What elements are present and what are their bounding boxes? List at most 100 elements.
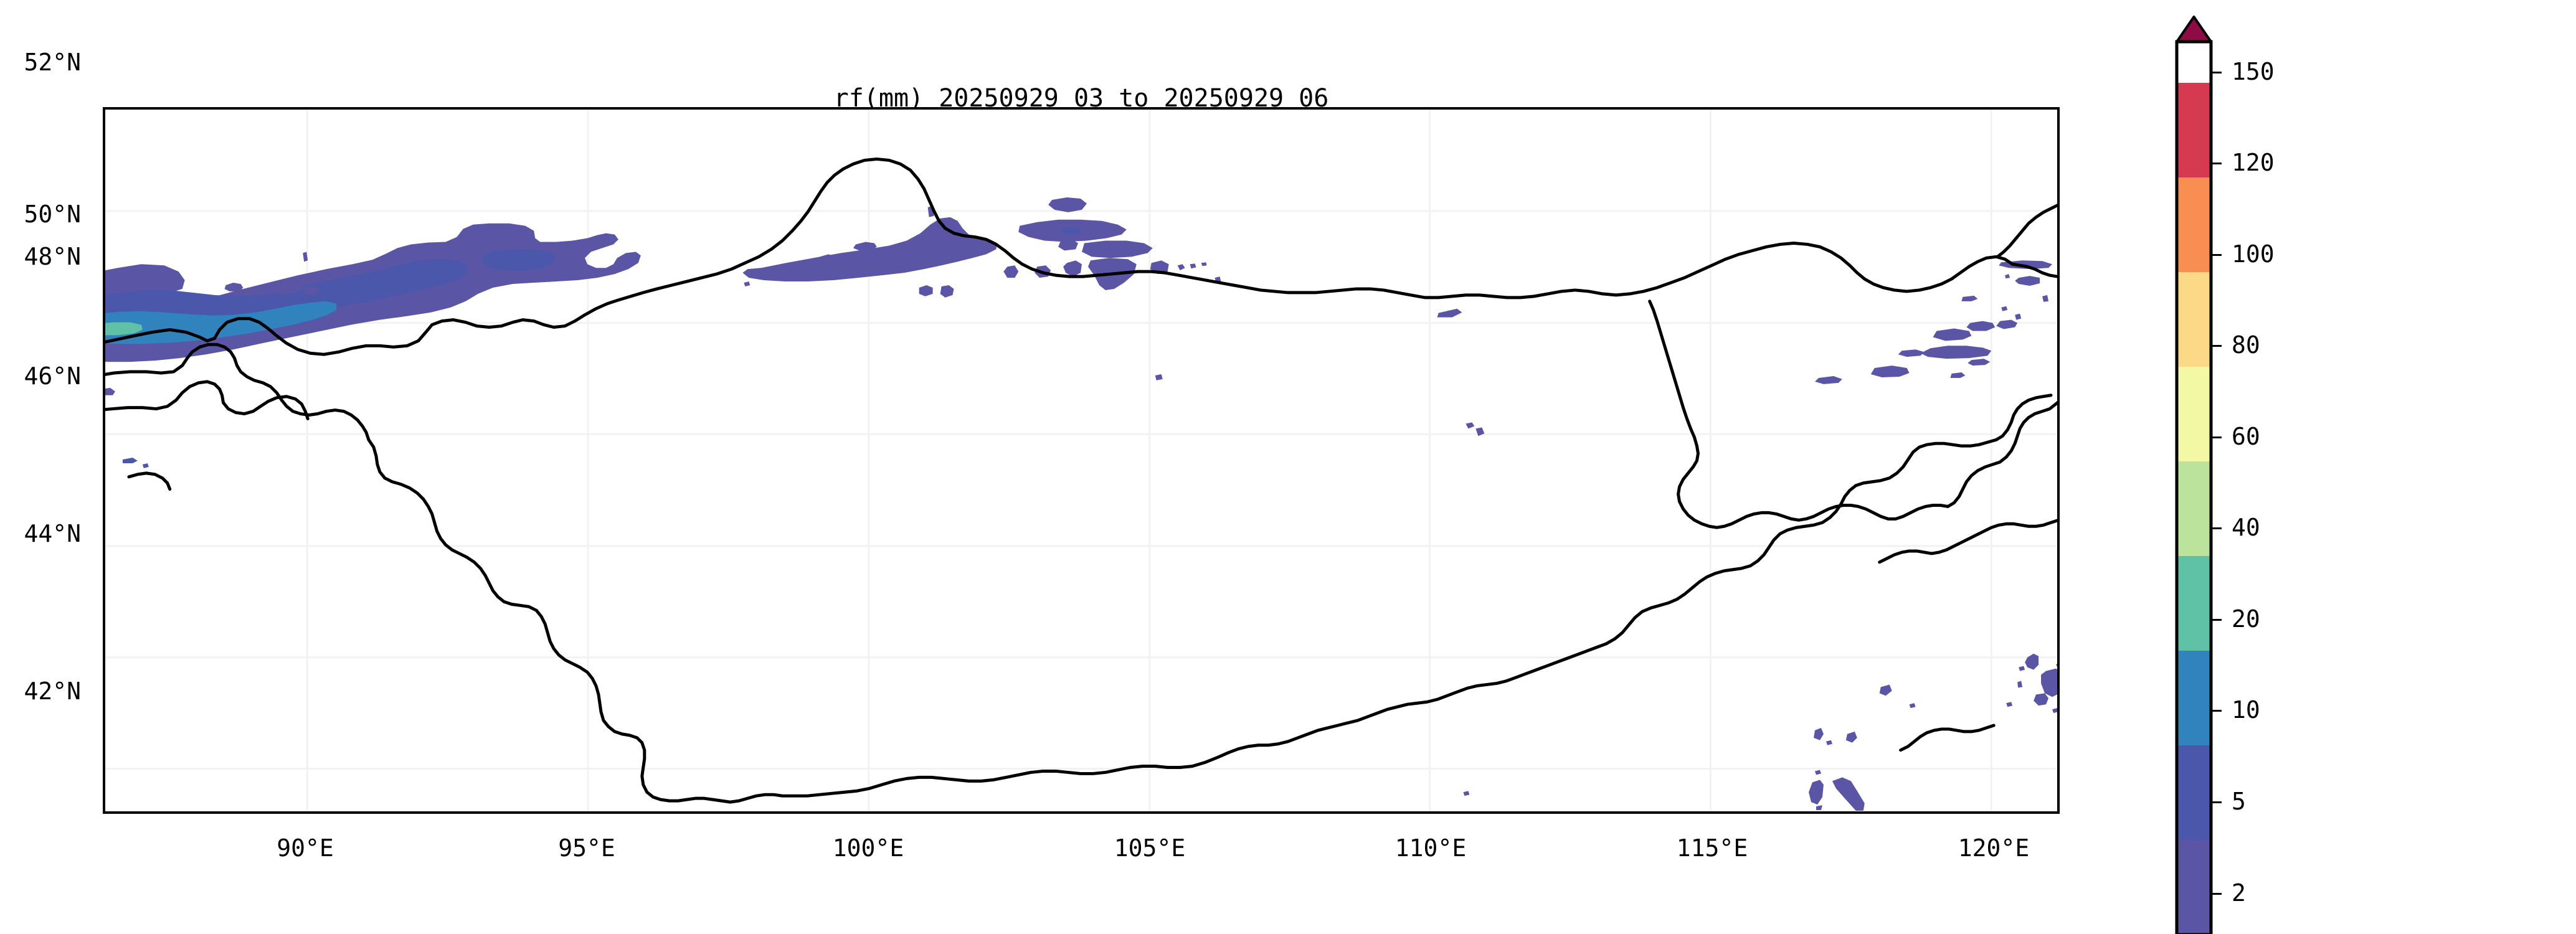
border-west-branch xyxy=(222,395,310,420)
precip-dot-midnorth-1 xyxy=(744,281,751,286)
colorbar[interactable] xyxy=(2175,16,2213,934)
precip-dots-ne-cluster-10 xyxy=(1177,262,1207,271)
ytick-label-50N: 50°N xyxy=(24,200,81,228)
precip-dot-se-10 xyxy=(1879,684,1892,696)
precip-blob-north-1 xyxy=(224,283,244,291)
precip-ne-corner-9 xyxy=(1996,319,2018,329)
country-borders xyxy=(105,157,2057,804)
cbar-tick-mark-2 xyxy=(2211,893,2222,895)
precip-dot-se-18 xyxy=(1814,770,1821,775)
border-mongolia-china-se xyxy=(1604,438,1998,646)
precip-blob-nc-5 xyxy=(940,285,954,298)
cbar-tick-label-5: 5 xyxy=(2232,788,2246,815)
precip-ne-corner-14 xyxy=(1870,366,1910,377)
precip-ne-corner-11 xyxy=(1920,346,1992,359)
precip-ne-corner-15 xyxy=(1814,375,1842,384)
precip-ne-corner-16 xyxy=(1950,372,1966,378)
precip-dot-se-20 xyxy=(1463,791,1470,796)
cbar-tick-label-150: 150 xyxy=(2232,58,2275,85)
cbar-tick-label-10: 10 xyxy=(2232,696,2260,724)
precip-se-3 xyxy=(2041,668,2057,697)
colorbar-band-80-100 xyxy=(2177,272,2211,367)
colorbar-band-100-120 xyxy=(2177,177,2211,272)
precip-blob-ne-cluster-8 xyxy=(1003,265,1019,278)
precip-dot-west-1 xyxy=(122,458,138,463)
map-plot-area xyxy=(103,107,2060,814)
xtick-label-90E: 90°E xyxy=(277,834,334,862)
border-se-admin xyxy=(1899,724,1996,752)
precip-blob-ne-core xyxy=(1061,227,1081,235)
border-inner-mongolia-ne xyxy=(1946,402,2057,508)
cbar-tick-mark-10 xyxy=(2211,710,2222,712)
precip-blob-nc-2 xyxy=(818,254,836,263)
precip-blob-ne-cluster-2 xyxy=(1048,197,1087,212)
precip-blob-ne-cluster-4 xyxy=(1081,240,1153,258)
precip-dot-se-7 xyxy=(2006,702,2013,707)
precip-dot-se-12 xyxy=(1813,727,1824,740)
border-mongolia-russia xyxy=(105,157,2014,356)
ytick-label-52N: 52°N xyxy=(24,49,81,76)
ytick-label-42N: 42°N xyxy=(24,677,81,705)
precip-ne-corner-12 xyxy=(1898,349,1925,357)
precip-se-2 xyxy=(2056,663,2057,667)
precip-se-16 xyxy=(1832,777,1865,811)
cbar-tick-label-60: 60 xyxy=(2232,423,2260,450)
precip-se-1 xyxy=(2025,653,2039,670)
precip-blob-ne-cluster-6 xyxy=(1063,260,1082,277)
cbar-tick-mark-60 xyxy=(2211,436,2222,438)
border-mongolia-china-south xyxy=(780,642,1608,798)
border-mongolia-west xyxy=(105,342,371,441)
ytick-label-48N: 48°N xyxy=(24,243,81,270)
precip-dot-nw-edge xyxy=(105,387,115,395)
precip-dot-ne-corner-3 xyxy=(2005,274,2010,279)
cbar-tick-mark-40 xyxy=(2211,527,2222,529)
cbar-tick-label-80: 80 xyxy=(2232,331,2260,359)
precip-dot-mid-3 xyxy=(1475,427,1485,436)
colorbar-band-10-20 xyxy=(2177,651,2211,745)
precip-dot-se-14 xyxy=(1845,731,1857,743)
xtick-label-100E: 100°E xyxy=(832,834,904,862)
border-mongolia-china-sw xyxy=(367,438,784,804)
cbar-tick-label-120: 120 xyxy=(2232,149,2275,176)
cbar-tick-mark-20 xyxy=(2211,619,2222,621)
precip-blob-north-3 xyxy=(303,286,321,295)
precip-ne-corner-2 xyxy=(2015,276,2040,286)
xtick-label-110E: 110°E xyxy=(1395,834,1467,862)
precip-dot-se-5 xyxy=(2019,666,2025,671)
border-argun-river xyxy=(1996,204,2057,258)
precip-dot-se-6 xyxy=(2017,681,2023,688)
precip-band-nw-level-10 xyxy=(105,301,337,344)
precip-band-nw-level-5-east xyxy=(481,249,557,271)
cbar-tick-mark-100 xyxy=(2211,254,2222,256)
cbar-tick-mark-120 xyxy=(2211,163,2222,164)
border-ne-corner-north xyxy=(1878,519,2057,564)
precip-dot-mid-2 xyxy=(1466,422,1475,429)
colorbar-band-5-10 xyxy=(2177,745,2211,840)
precip-blob-north-2 xyxy=(264,280,303,294)
xtick-label-120E: 120°E xyxy=(1958,834,2030,862)
xtick-label-95E: 95°E xyxy=(558,834,615,862)
colorbar-canvas xyxy=(2175,16,2213,934)
precip-tick-north-4 xyxy=(303,252,308,262)
precip-ne-corner-13 xyxy=(1968,359,1991,366)
ytick-label-46N: 46°N xyxy=(24,362,81,390)
precip-dot-mid-1 xyxy=(1155,374,1163,380)
colorbar-band-20-40 xyxy=(2177,556,2211,651)
cbar-tick-mark-80 xyxy=(2211,345,2222,347)
gridlines xyxy=(105,110,2057,811)
cbar-tick-mark-5 xyxy=(2211,801,2222,803)
map-canvas xyxy=(105,110,2057,811)
precip-blob-ne-cluster-3 xyxy=(1058,239,1079,251)
border-inner-mongolia-se xyxy=(1994,394,2053,441)
precip-blob-nc-1 xyxy=(853,242,877,251)
precip-band-nw-level-20 xyxy=(105,322,143,336)
colorbar-band-120-150 xyxy=(2177,83,2211,177)
precip-dot-ne-corner-6 xyxy=(2015,313,2022,320)
colorbar-band-40-60 xyxy=(2177,461,2211,556)
precip-blob-nc-4 xyxy=(919,285,933,296)
precip-ne-corner-7 xyxy=(1961,295,1978,301)
precip-dot-se-15 xyxy=(1809,780,1824,805)
cbar-tick-label-20: 20 xyxy=(2232,605,2260,633)
xtick-label-115E: 115°E xyxy=(1676,834,1748,862)
precip-ne-corner-8 xyxy=(1966,321,1996,331)
